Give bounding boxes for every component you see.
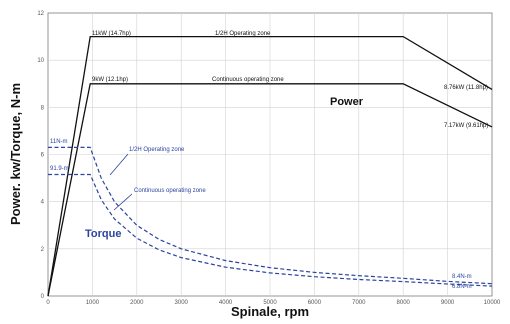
power-cont-end-label: 7.17kW (9.61hp) xyxy=(444,123,488,129)
y-tick-label: 12 xyxy=(37,11,44,17)
power-half-end-label: 8.76kW (11.8hp) xyxy=(444,85,488,91)
torque-continuous-line xyxy=(48,173,493,287)
x-axis-title: Spinale, rpm xyxy=(231,304,309,319)
x-tick-labels: 0 1000 2000 3000 4000 5000 6000 7000 8000 9000 100… xyxy=(46,300,501,306)
grid xyxy=(48,13,492,296)
torque-cont-start-label: 91.9-m xyxy=(50,166,69,172)
torque-half-zone-label: 1/2H Operating zone xyxy=(129,147,185,153)
torque-half-end-label: 8.4N-m xyxy=(452,274,472,280)
x-tick-label: 4000 xyxy=(219,300,233,306)
y-tick-label: 8 xyxy=(41,105,45,111)
x-tick-label: 3000 xyxy=(175,300,189,306)
x-tick-label: 7000 xyxy=(352,300,366,306)
torque-half-zone-arrow xyxy=(109,153,129,176)
y-axis-title: Power. kw/Torque, N-m xyxy=(8,83,23,225)
torque-cont-zone-label: Continuous operating zone xyxy=(134,188,206,194)
power-continuous-line xyxy=(47,83,493,297)
power-cont-start-label: 9kW (12.1hp) xyxy=(92,77,128,83)
x-tick-label: 1000 xyxy=(86,300,100,306)
x-tick-label: 9000 xyxy=(441,300,455,306)
power-half-hour-line xyxy=(47,35,493,297)
x-tick-label: 5000 xyxy=(263,300,277,306)
power-cont-zone-label: Continuous operating zone xyxy=(212,77,284,83)
y-tick-label: 10 xyxy=(37,58,44,64)
y-tick-label: 6 xyxy=(41,153,45,159)
y-tick-label: 0 xyxy=(41,294,45,300)
power-half-start-label: 11kW (14.7hp) xyxy=(92,31,131,37)
x-tick-label: 8000 xyxy=(397,300,411,306)
series-lines xyxy=(47,35,493,297)
power-half-zone-label: 1/2H Operating zone xyxy=(215,31,271,37)
torque-cont-end-label: 6.8N-m xyxy=(452,284,472,290)
x-tick-label: 2000 xyxy=(130,300,144,306)
power-series-label: Power xyxy=(330,96,364,108)
y-tick-label: 4 xyxy=(41,200,45,206)
y-tick-labels: 0 2 4 6 8 10 12 xyxy=(37,11,44,300)
torque-half-hour-line xyxy=(48,146,493,285)
y-tick-label: 2 xyxy=(41,247,45,253)
x-tick-label: 10000 xyxy=(484,300,501,306)
torque-half-start-label: 11N-m xyxy=(50,139,68,145)
x-tick-label: 6000 xyxy=(308,300,322,306)
torque-series-label: Torque xyxy=(85,228,121,240)
torque-cont-zone-arrow xyxy=(113,193,133,211)
x-tick-label: 0 xyxy=(46,300,50,306)
